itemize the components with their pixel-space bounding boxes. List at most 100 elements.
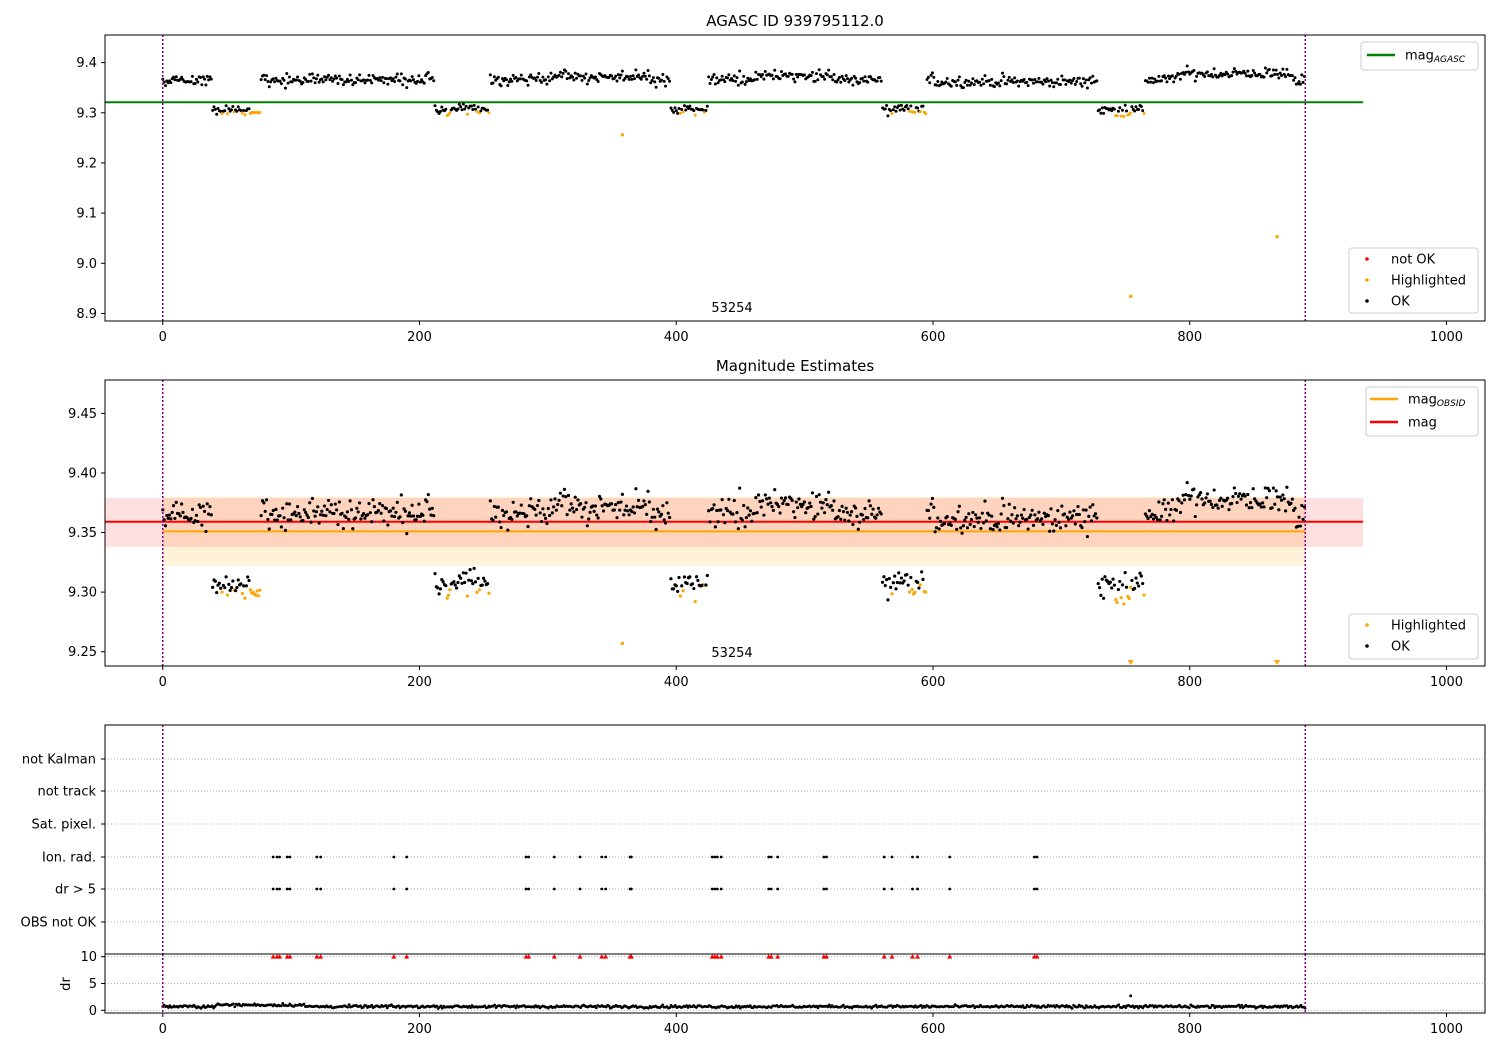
- ok-point: [522, 512, 526, 516]
- ok-point: [647, 500, 651, 504]
- ok-point: [653, 80, 657, 84]
- ok-point: [1226, 72, 1230, 76]
- ok-point: [366, 78, 370, 82]
- flag-point: [405, 855, 409, 859]
- ok-point: [459, 576, 463, 580]
- ok-point: [987, 79, 991, 83]
- ok-point: [414, 518, 418, 522]
- ok-point: [616, 73, 620, 77]
- ok-point: [486, 108, 490, 112]
- highlighted-point: [924, 590, 928, 594]
- ok-point: [1182, 498, 1187, 502]
- ok-point: [593, 75, 597, 79]
- ok-point: [525, 514, 529, 518]
- flag-category-label: Ion. rad.: [42, 851, 96, 866]
- ok-point: [282, 78, 286, 82]
- ok-point: [626, 75, 630, 79]
- ok-point: [1064, 82, 1068, 86]
- dr-clipped-marker: [881, 954, 887, 959]
- ok-point: [694, 575, 699, 579]
- ok-point: [337, 500, 341, 504]
- flag-point: [524, 855, 528, 859]
- ok-point: [752, 511, 757, 515]
- ok-point: [560, 75, 564, 79]
- ok-point: [813, 79, 817, 83]
- flag-point: [916, 855, 919, 859]
- ok-point: [635, 505, 639, 509]
- ok-point: [1135, 581, 1139, 585]
- flag-point: [285, 887, 289, 891]
- ok-point: [580, 78, 584, 82]
- ok-point: [1275, 72, 1279, 76]
- dr-xtick-label: 1000: [1430, 1022, 1463, 1037]
- ok-point: [1002, 504, 1006, 508]
- ok-point: [539, 519, 544, 524]
- ok-point: [1185, 64, 1189, 68]
- ok-point: [378, 501, 382, 506]
- ok-point: [596, 516, 600, 520]
- ok-point: [219, 109, 223, 113]
- flag-point: [1035, 887, 1039, 891]
- ok-point: [1045, 77, 1049, 81]
- ok-point: [743, 525, 747, 529]
- offscale-marker: [1274, 660, 1281, 665]
- ok-point: [836, 78, 840, 82]
- ok-point: [440, 105, 444, 109]
- highlighted-point: [1128, 294, 1133, 299]
- ok-point: [672, 110, 676, 114]
- ok-point: [546, 75, 550, 79]
- ok-point: [1248, 501, 1253, 505]
- ok-point: [1186, 493, 1191, 498]
- ok-point: [464, 104, 468, 108]
- ok-point: [1165, 518, 1169, 523]
- ok-point: [917, 586, 921, 590]
- ok-point: [596, 80, 600, 84]
- ok-point: [627, 513, 631, 517]
- ok-point: [1026, 527, 1030, 531]
- ok-point: [1017, 524, 1021, 528]
- ok-point: [194, 77, 198, 81]
- agasc-ytick-label: 9.2: [76, 156, 97, 171]
- dr-point: [748, 1004, 752, 1008]
- ok-point: [309, 79, 313, 83]
- ok-point: [294, 514, 298, 518]
- ok-point: [456, 107, 460, 111]
- ok-point: [1211, 75, 1215, 79]
- ok-point: [1010, 513, 1014, 517]
- ok-point: [639, 77, 643, 81]
- dr-clipped-marker: [947, 954, 953, 959]
- ok-point: [961, 524, 966, 528]
- ok-point: [1250, 506, 1254, 510]
- ok-point: [368, 511, 372, 515]
- ok-point: [878, 76, 882, 80]
- ok-point: [988, 527, 992, 531]
- ok-point: [296, 75, 300, 79]
- ok-point: [1022, 507, 1026, 512]
- ok-point: [1195, 74, 1199, 78]
- ok-point: [716, 520, 720, 524]
- ok-point: [863, 506, 867, 511]
- ok-point: [1284, 75, 1288, 79]
- ok-point: [956, 78, 960, 82]
- dr-clipped-marker: [404, 954, 410, 959]
- ok-point: [544, 78, 548, 82]
- ok-point: [1147, 508, 1152, 513]
- ok-point: [244, 584, 248, 588]
- ok-point: [1130, 578, 1134, 583]
- ok-point: [662, 518, 666, 522]
- ok-point: [1236, 494, 1240, 498]
- ok-point: [1124, 585, 1129, 589]
- ok-point: [329, 76, 333, 80]
- ok-point: [619, 500, 623, 504]
- ok-point: [388, 509, 393, 513]
- ok-point: [1181, 493, 1185, 497]
- ok-point: [627, 77, 631, 81]
- ok-point: [236, 105, 240, 109]
- ok-point: [1226, 496, 1230, 500]
- ok-point: [289, 518, 293, 522]
- ok-point: [417, 74, 421, 78]
- ok-point: [804, 511, 808, 515]
- ok-point: [684, 108, 688, 112]
- highlighted-point: [243, 596, 247, 600]
- ok-point: [410, 503, 414, 507]
